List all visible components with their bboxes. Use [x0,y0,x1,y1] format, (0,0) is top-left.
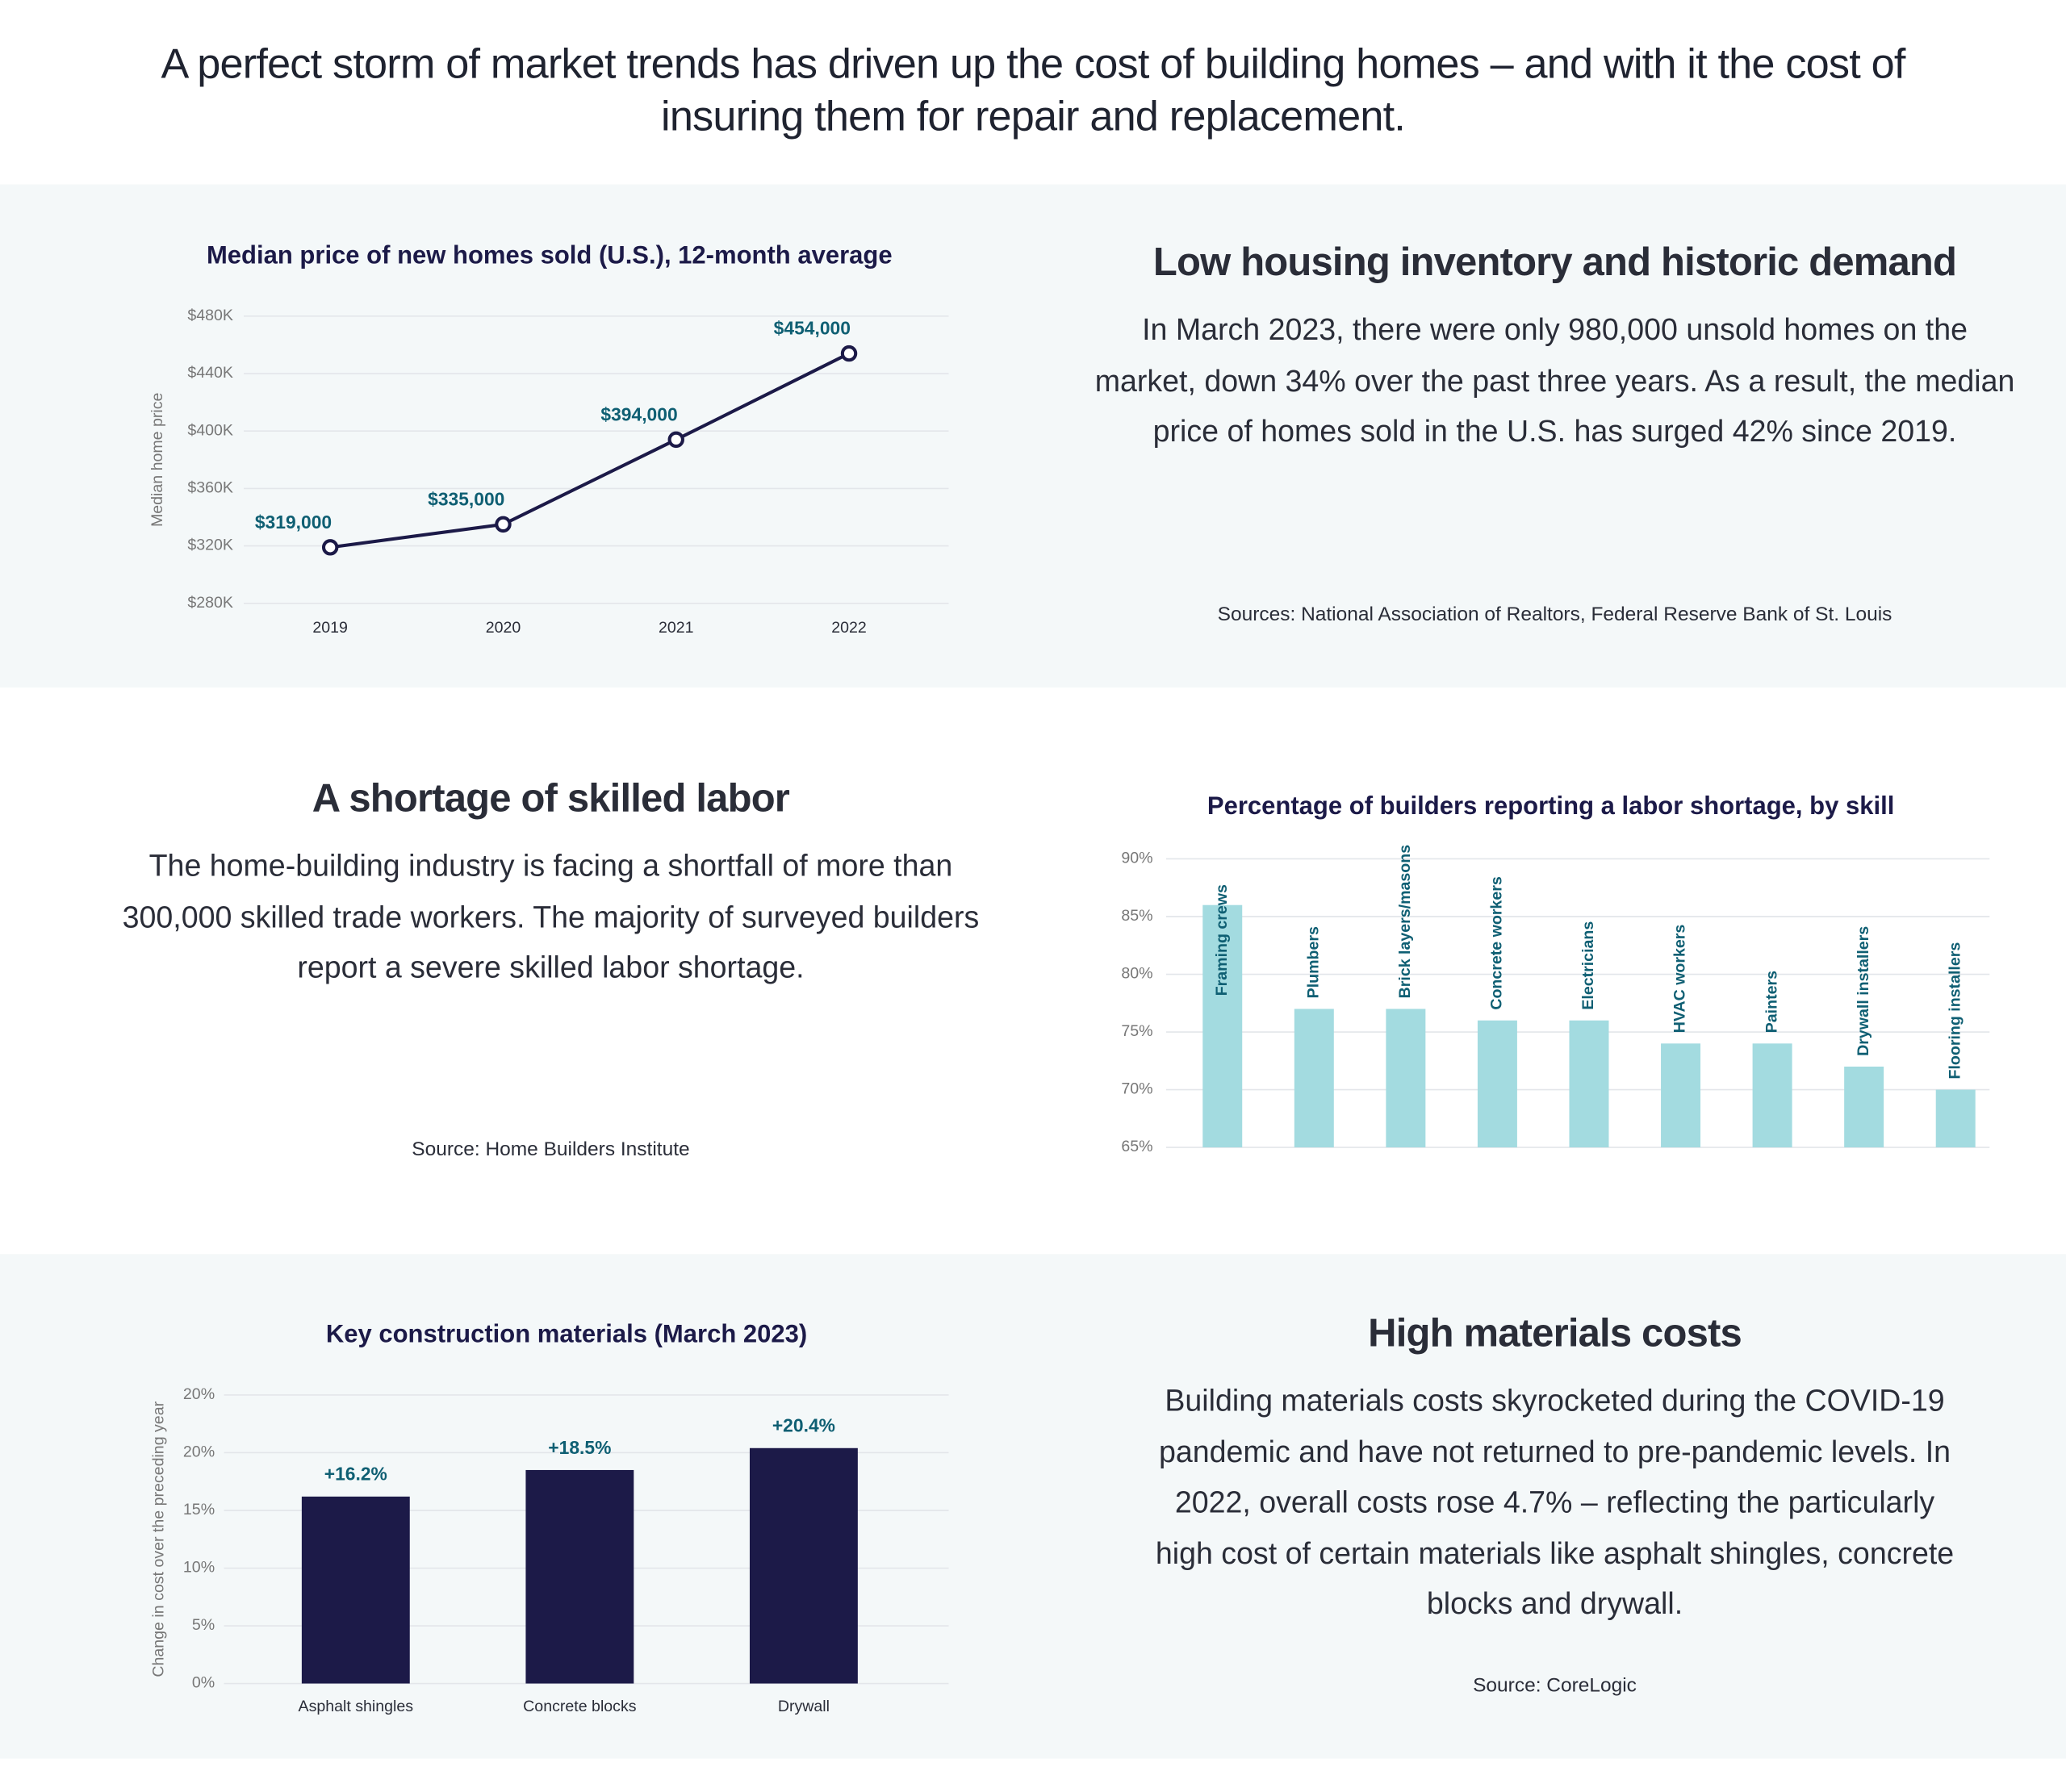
value-label: +20.4% [772,1415,835,1436]
x-tick-label: 2020 [486,619,521,637]
section-heading: High materials costs [1368,1312,1742,1355]
y-tick-label: 20% [183,1443,215,1461]
section-heading: A shortage of skilled labor [312,777,790,821]
category-label: Electricians [1579,921,1597,1010]
y-tick-label: 90% [1121,850,1152,867]
category-label: Brick layers/masons [1396,845,1414,999]
bar [1661,1043,1701,1148]
bar [1477,1020,1517,1148]
y-tick-label: $440K [187,364,233,382]
y-tick-label: $320K [187,537,233,554]
section-body: The home-building industry is facing a s… [122,848,980,984]
y-tick-label: 5% [192,1616,215,1634]
bar [1294,1009,1334,1148]
value-label: +18.5% [548,1437,611,1458]
y-tick-label: 70% [1121,1080,1152,1098]
category-label: Drywall installers [1855,926,1872,1056]
bar [1844,1066,1884,1148]
value-label: $394,000 [600,404,677,425]
x-tick-label: Drywall [778,1698,830,1715]
point [321,539,339,556]
point [840,345,858,362]
x-tick-label: Asphalt shingles [299,1698,414,1715]
section-source: Sources: National Association of Realtor… [1217,603,1892,626]
chart-title: Percentage of builders reporting a labor… [1207,792,1894,820]
bar [301,1496,410,1684]
bar [1752,1043,1792,1148]
value-label: $335,000 [428,489,504,510]
bar [1569,1020,1609,1148]
y-tick-label: $400K [187,421,233,439]
value-label: $454,000 [774,318,851,339]
line [329,352,850,549]
y-tick-label: 85% [1121,907,1152,925]
chart-title: Key construction materials (March 2023) [326,1320,807,1348]
category-label: Concrete workers [1488,876,1506,1010]
category-label: Framing crews [1213,884,1231,996]
x-tick-label: Concrete blocks [523,1698,637,1715]
x-tick-label: 2021 [659,619,694,637]
section-body: Building materials costs skyrocketed dur… [1155,1383,1955,1621]
value-label: +16.2% [324,1464,387,1485]
category-label: HVAC workers [1671,925,1689,1034]
y-tick-label: 20% [183,1385,215,1403]
section-heading: Low housing inventory and historic deman… [1152,240,1957,285]
y-tick-label: $280K [187,594,233,612]
page-title: A perfect storm of market trends has dri… [161,39,1905,140]
bar [1386,1009,1426,1148]
section-body: In March 2023, there were only 980,000 u… [1094,311,2015,449]
x-tick-label: 2019 [312,619,348,637]
bar [1202,904,1243,1148]
point [667,431,684,449]
point [495,516,512,533]
category-label: Flooring installers [1946,942,1964,1080]
chart-title: Median price of new homes sold (U.S.), 1… [207,241,893,269]
bar [525,1469,634,1684]
y-tick-label: 0% [192,1674,215,1692]
x-tick-label: 2022 [831,619,867,637]
y-axis-label: Change in cost over the preceding year [150,1401,168,1677]
y-axis-label: Median home price [148,392,166,527]
y-tick-label: 15% [183,1501,215,1518]
bar [1935,1089,1976,1148]
category-label: Plumbers [1304,926,1322,998]
y-tick-label: $360K [187,479,233,497]
y-tick-label: 65% [1121,1138,1152,1155]
section-source: Source: CoreLogic [1473,1674,1637,1697]
category-label: Painters [1763,971,1780,1033]
y-tick-label: 75% [1121,1022,1152,1040]
section-source: Source: Home Builders Institute [412,1138,690,1161]
bar [749,1447,858,1684]
y-tick-label: 80% [1121,965,1152,983]
y-tick-label: $480K [187,307,233,324]
y-tick-label: 10% [183,1559,215,1577]
value-label: $319,000 [255,512,332,533]
